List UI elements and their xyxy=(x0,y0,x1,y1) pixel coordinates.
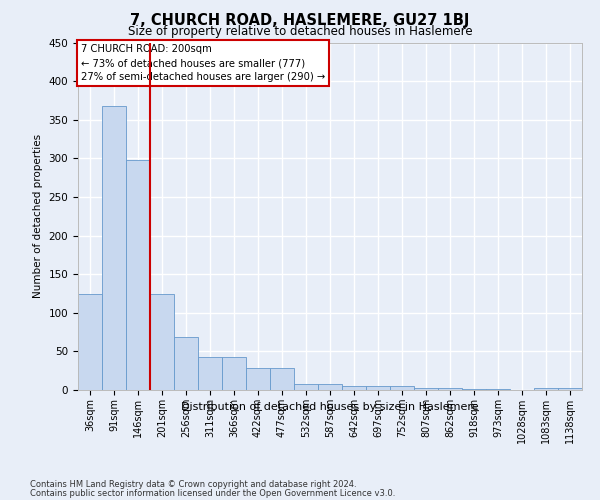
Bar xyxy=(534,388,558,390)
Text: Contains public sector information licensed under the Open Government Licence v3: Contains public sector information licen… xyxy=(30,488,395,498)
Bar xyxy=(222,357,246,390)
Bar xyxy=(318,384,342,390)
Bar xyxy=(342,386,366,390)
Bar xyxy=(198,357,222,390)
Bar xyxy=(414,388,438,390)
Bar xyxy=(294,384,318,390)
Text: Distribution of detached houses by size in Haslemere: Distribution of detached houses by size … xyxy=(181,402,479,412)
Bar xyxy=(150,294,174,390)
Bar xyxy=(462,389,486,390)
Bar xyxy=(558,388,582,390)
Text: 7, CHURCH ROAD, HASLEMERE, GU27 1BJ: 7, CHURCH ROAD, HASLEMERE, GU27 1BJ xyxy=(130,12,470,28)
Y-axis label: Number of detached properties: Number of detached properties xyxy=(33,134,43,298)
Bar xyxy=(486,389,510,390)
Bar xyxy=(246,368,270,390)
Bar xyxy=(270,368,294,390)
Bar xyxy=(438,388,462,390)
Text: Size of property relative to detached houses in Haslemere: Size of property relative to detached ho… xyxy=(128,25,472,38)
Bar xyxy=(174,338,198,390)
Bar xyxy=(390,386,414,390)
Bar xyxy=(78,294,102,390)
Text: Contains HM Land Registry data © Crown copyright and database right 2024.: Contains HM Land Registry data © Crown c… xyxy=(30,480,356,489)
Bar xyxy=(102,106,126,390)
Bar xyxy=(366,386,390,390)
Text: 7 CHURCH ROAD: 200sqm
← 73% of detached houses are smaller (777)
27% of semi-det: 7 CHURCH ROAD: 200sqm ← 73% of detached … xyxy=(80,44,325,82)
Bar xyxy=(126,160,150,390)
